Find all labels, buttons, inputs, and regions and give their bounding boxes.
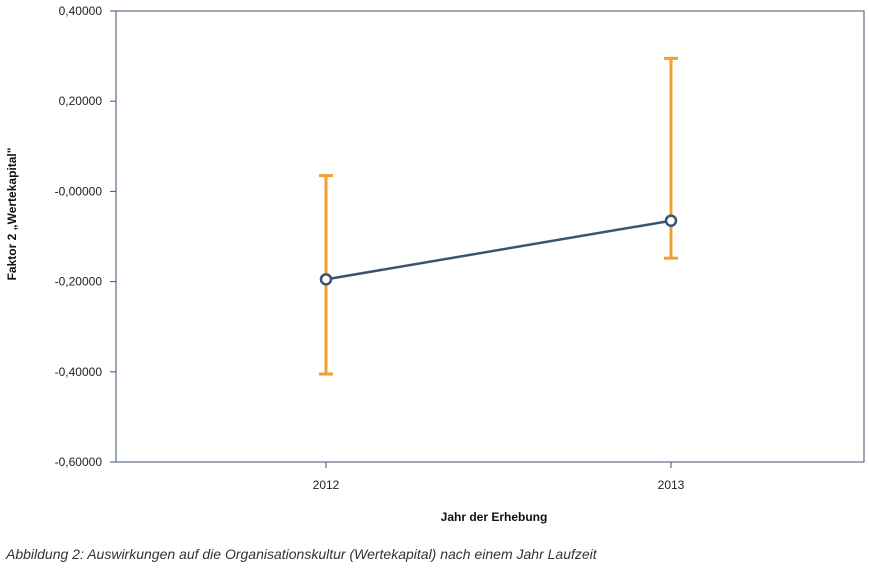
y-axis: 0,40000 0,20000 -0,00000 -0,20000 -0,40000 -0… xyxy=(55,4,116,469)
series-line-group xyxy=(325,219,672,281)
y-tick-label: 0,40000 xyxy=(59,4,103,18)
y-tick-label: 0,20000 xyxy=(59,94,103,108)
y-axis-label: Faktor 2 „Wertekapital" xyxy=(5,148,19,281)
y-tick-label: -0,40000 xyxy=(55,365,103,379)
x-axis: 2012 2013 xyxy=(313,462,685,492)
y-tick-label: -0,20000 xyxy=(55,275,103,289)
data-point xyxy=(664,214,678,227)
series-line xyxy=(325,219,672,281)
y-tick-label: -0,00000 xyxy=(55,184,103,198)
error-bars xyxy=(319,56,678,376)
x-axis-label: Jahr der Erhebung xyxy=(441,510,548,524)
plot-frame xyxy=(115,10,865,463)
markers xyxy=(319,214,678,286)
figure-caption: Abbildung 2: Auswirkungen auf die Organi… xyxy=(6,546,597,562)
data-point xyxy=(319,273,333,286)
y-tick-label: -0,60000 xyxy=(55,455,103,469)
x-tick-label: 2012 xyxy=(313,478,340,492)
x-tick-label: 2013 xyxy=(658,478,685,492)
